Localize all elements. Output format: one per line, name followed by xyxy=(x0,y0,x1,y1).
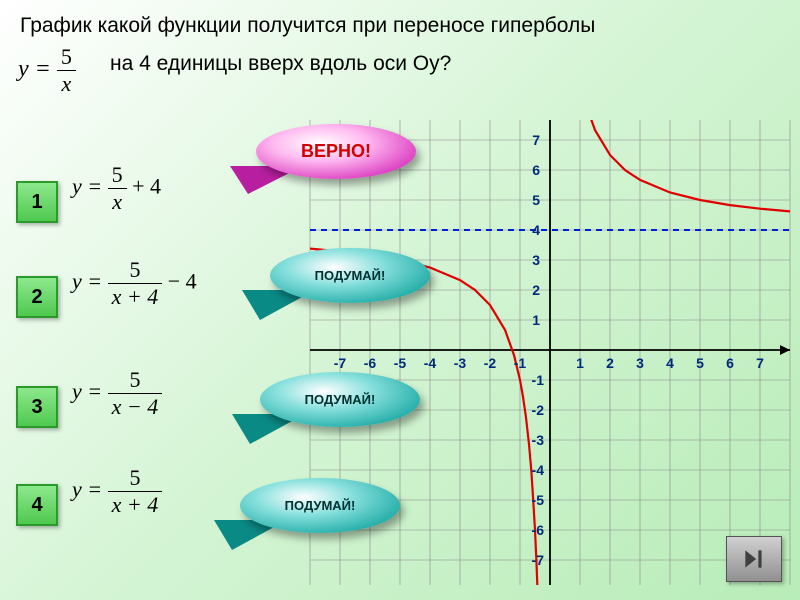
formula-option-4: y = 5x + 4 xyxy=(72,465,162,518)
formula-option-3: y = 5x − 4 xyxy=(72,367,162,420)
formula-option-2: y = 5x + 4 − 4 xyxy=(72,257,197,310)
svg-text:-1: -1 xyxy=(532,372,545,388)
svg-text:-6: -6 xyxy=(532,522,545,538)
svg-text:1: 1 xyxy=(576,355,584,371)
svg-text:2: 2 xyxy=(606,355,614,371)
question-line1: График какой функции получится при перен… xyxy=(20,14,595,38)
svg-text:-7: -7 xyxy=(334,355,347,371)
svg-text:-4: -4 xyxy=(532,462,545,478)
svg-text:5: 5 xyxy=(532,192,540,208)
svg-text:2: 2 xyxy=(532,282,540,298)
feedback-correct: ВЕРНО! xyxy=(256,124,416,179)
svg-text:-2: -2 xyxy=(484,355,497,371)
svg-text:-1: -1 xyxy=(514,355,527,371)
svg-text:-7: -7 xyxy=(532,552,545,568)
svg-text:-5: -5 xyxy=(532,492,545,508)
svg-text:-3: -3 xyxy=(454,355,467,371)
answer-button-4[interactable]: 4 xyxy=(16,484,58,526)
svg-text:3: 3 xyxy=(636,355,644,371)
svg-text:7: 7 xyxy=(532,132,540,148)
svg-text:-4: -4 xyxy=(424,355,437,371)
answer-button-2[interactable]: 2 xyxy=(16,276,58,318)
question-line2: на 4 единицы вверх вдоль оси Оу? xyxy=(110,52,451,76)
svg-text:-6: -6 xyxy=(364,355,377,371)
svg-text:1: 1 xyxy=(532,312,540,328)
feedback-wrong: ПОДУМАЙ! xyxy=(240,478,400,533)
answer-button-1[interactable]: 1 xyxy=(16,181,58,223)
formula-option-1: y = 5x + 4 xyxy=(72,162,161,215)
svg-text:4: 4 xyxy=(532,222,540,238)
svg-text:3: 3 xyxy=(532,252,540,268)
play-forward-icon xyxy=(741,546,767,572)
svg-text:6: 6 xyxy=(532,162,540,178)
svg-text:5: 5 xyxy=(696,355,704,371)
feedback-wrong: ПОДУМАЙ! xyxy=(270,248,430,303)
main-formula: y = 5 x xyxy=(18,44,76,97)
answer-button-3[interactable]: 3 xyxy=(16,386,58,428)
svg-text:-5: -5 xyxy=(394,355,407,371)
svg-text:6: 6 xyxy=(726,355,734,371)
feedback-wrong: ПОДУМАЙ! xyxy=(260,372,420,427)
svg-text:4: 4 xyxy=(666,355,674,371)
svg-text:-3: -3 xyxy=(532,432,545,448)
svg-text:7: 7 xyxy=(756,355,764,371)
next-button[interactable] xyxy=(726,536,782,582)
svg-text:-2: -2 xyxy=(532,402,545,418)
